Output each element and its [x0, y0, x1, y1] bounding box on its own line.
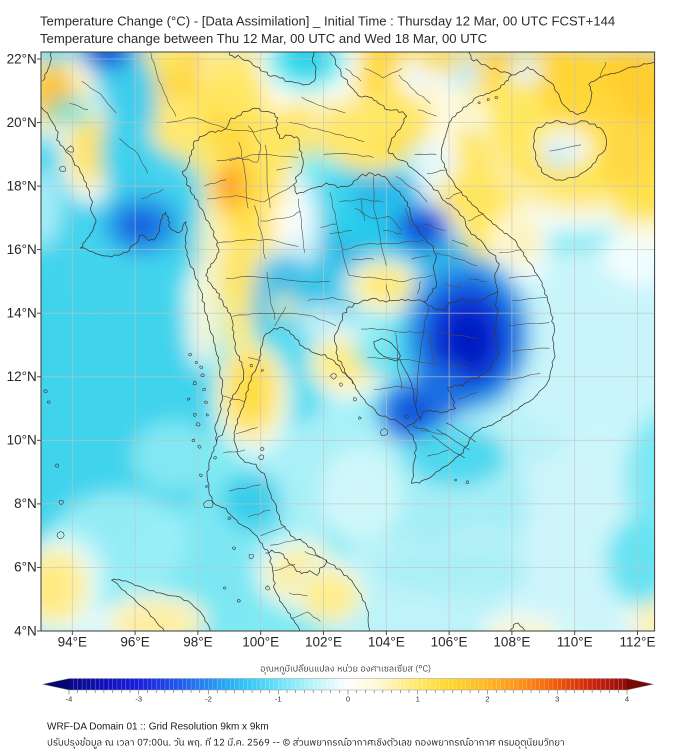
svg-text:112°E: 112°E [620, 635, 656, 650]
svg-text:100°E: 100°E [242, 635, 279, 650]
svg-text:108°E: 108°E [493, 635, 530, 650]
svg-text:6°N: 6°N [14, 560, 37, 575]
svg-text:110°E: 110°E [557, 635, 593, 650]
svg-text:-1: -1 [275, 695, 282, 704]
svg-text:14°N: 14°N [7, 306, 37, 321]
svg-text:20°N: 20°N [7, 115, 37, 130]
svg-text:Temperature change between Thu: Temperature change between Thu 12 Mar, 0… [40, 31, 487, 46]
svg-text:22°N: 22°N [7, 51, 37, 66]
svg-text:98°E: 98°E [183, 635, 212, 650]
svg-text:3: 3 [555, 695, 559, 704]
svg-text:1: 1 [416, 695, 420, 704]
svg-text:WRF-DA Domain 01 :: Grid Resol: WRF-DA Domain 01 :: Grid Resolution 9km … [47, 722, 269, 733]
svg-text:-3: -3 [135, 695, 142, 704]
svg-text:18°N: 18°N [7, 178, 37, 193]
svg-text:-2: -2 [205, 695, 212, 704]
svg-text:12°N: 12°N [7, 369, 37, 384]
svg-text:8°N: 8°N [14, 496, 37, 511]
svg-text:2: 2 [485, 695, 489, 704]
svg-text:4°N: 4°N [14, 623, 37, 638]
svg-text:104°E: 104°E [368, 635, 405, 650]
svg-text:0: 0 [346, 695, 350, 704]
svg-text:16°N: 16°N [7, 242, 37, 257]
svg-text:94°E: 94°E [58, 635, 87, 650]
svg-text:-4: -4 [66, 695, 73, 704]
svg-text:106°E: 106°E [431, 635, 468, 650]
svg-text:102°E: 102°E [305, 635, 342, 650]
svg-text:4: 4 [625, 695, 629, 704]
svg-text:10°N: 10°N [7, 433, 37, 448]
svg-text:Temperature Change (°C) - [Dat: Temperature Change (°C) - [Data Assimila… [40, 14, 615, 29]
svg-text:96°E: 96°E [120, 635, 149, 650]
